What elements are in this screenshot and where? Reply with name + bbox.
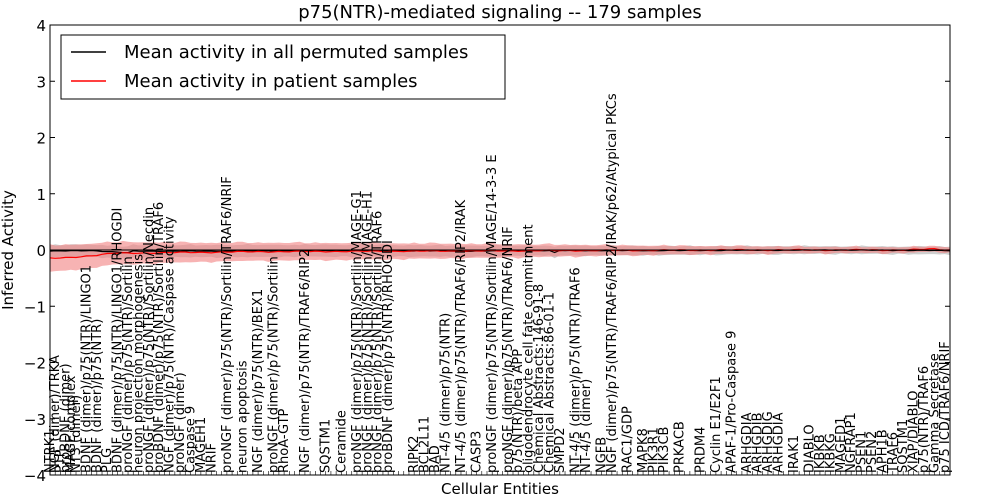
y-tick-label: −2 [24, 355, 46, 373]
entity-label: IRAK1 [787, 435, 802, 473]
entity-label: Cyclin E1/E2F1 [709, 376, 724, 473]
entity-label: PRKACB [672, 421, 687, 473]
entity-label: NGF (dimer)/TRKA [48, 355, 63, 473]
entity-label: proNGF (dimer)/p75(NTR)/Sortilin/Necdin [142, 207, 157, 473]
entity-label: NT3 (dimer) [69, 395, 84, 473]
entity-label: PRDM4 [693, 427, 708, 473]
y-tick-label: 1 [36, 186, 46, 204]
entity-label: RIPK2 [407, 435, 422, 473]
entity-label: XIAP/DIABLO [907, 390, 922, 473]
entity-label: CASP3 [470, 431, 485, 473]
entity-label: TRAF6 [886, 432, 901, 474]
entity-label: proNGF (dimer)/p75(NTR)/Sortilin/TRAF6 [371, 211, 386, 473]
entity-label: NGFRAP1 [844, 412, 859, 473]
entity-label: proNGF (dimer)/p75(NTR)/Sortilin [121, 256, 136, 473]
entity-label: MAPK8 [636, 428, 651, 473]
entity-label: MAGED1 [834, 417, 849, 473]
entity-label: proNGF (dimer)/p75(NTR)/Sortilin [267, 256, 282, 473]
entity-label: RAC1/GDP [620, 406, 635, 473]
entity-label: p75 ICD/TRAF6/NRIF [938, 341, 953, 473]
entity-label: ARHGDIG [761, 411, 776, 473]
legend-box [60, 34, 506, 100]
entity-label: p75(NTR)/beta APP [511, 349, 526, 473]
entity-label: PSEN1 [855, 431, 870, 473]
entity-label: BDNF (dimer)/p75(NTR)/LINGO1 [79, 265, 94, 473]
entity-label: PTP [53, 449, 68, 473]
entity-label: proNGF (dimer) [173, 372, 188, 473]
entity-label: RhoA-GTP [277, 408, 292, 473]
entity-label: MAGEH1 [194, 417, 209, 473]
entity-label: NT-4/5 (dimer)/p75(NTR)/TRAF6 [568, 267, 583, 473]
entity-label: BCL2L11 [418, 416, 433, 473]
entity-label: PIK3CB [657, 427, 672, 473]
entity-label: SQSTM1 [896, 419, 911, 473]
entity-label: ARHGDIA [771, 412, 786, 473]
chart-title: p75(NTR)-mediated signaling -- 179 sampl… [298, 2, 702, 23]
entity-label: IKBKB [813, 434, 828, 473]
entity-label: DIABLO [803, 424, 818, 473]
entity-label: MAGE complex [64, 375, 79, 473]
entity-label: APAF-1/Pro-Caspase 9 [725, 331, 740, 473]
entity-label: NT-4/5 (dimer) [579, 379, 594, 473]
entity-label: Gamma Secretase [927, 353, 942, 473]
entity-label: neuron apoptosis [235, 360, 250, 473]
y-axis-label: Inferred Activity [0, 190, 17, 310]
entity-label: NGFB [594, 437, 609, 473]
entity-label: NT-4/5 (dimer)/p75(NTR) [438, 313, 453, 473]
entity-label: Chemical Abstracts:146-91-8 [532, 284, 547, 473]
legend-label-permuted: Mean activity in all permuted samples [124, 42, 468, 63]
entity-label: proBDNF (dimer) [59, 363, 74, 473]
y-tick-label: −3 [24, 411, 46, 429]
entity-label: NGF (dimer)/p75(NTR)/Caspase activity [163, 216, 178, 473]
entity-label: Chemical Abstracts:86-01-1 [542, 292, 557, 473]
entity-label: proNGF (dimer)/p75(NTR)/TRAF6/NRIF [501, 226, 516, 473]
patient-band [50, 240, 950, 272]
y-tick-label: −1 [24, 298, 46, 316]
entity-label: NGF (dimer)/p75(NTR)/BEX1 [251, 289, 266, 473]
entity-label: ARHGDIA [740, 412, 755, 473]
entity-label: SQSTM1 [319, 419, 334, 473]
entity-label: IKBKG [823, 433, 838, 473]
entity-label: SMPD2 [553, 427, 568, 473]
y-tick-label: 4 [36, 17, 46, 35]
entity-label: proBDNF (dimer)/p75(NTR)/Sortilin/TRAF6 [152, 202, 167, 473]
entity-label: BAD [428, 445, 443, 473]
entity-label: NGF (dimer)/p75(NTR)/TRAF6/RIP2/IRAK/p62… [605, 93, 620, 473]
y-tick-label: −4 [24, 467, 46, 485]
entity-label: BDNF (dimer)/p75(NTR) [90, 319, 105, 473]
entity-label: NRIF [204, 443, 219, 473]
legend-label-patient: Mean activity in patient samples [124, 71, 418, 92]
entity-label: neuron projection morphogenesis [131, 254, 146, 473]
y-axis-ticks: −4 −3 −2 −1 0 1 2 3 4 [24, 17, 950, 485]
entity-label: proNGF (dimer)/p75(NTR)/Sortilin/MAGE/14… [485, 154, 500, 473]
entity-label: proBDNF (dimer)/p75(NTR)/RHOGDI [381, 240, 396, 473]
entity-label: Caspase 9 [183, 406, 198, 473]
x-axis-label: Cellular Entities [441, 480, 559, 498]
entity-label: BDNF (dimer)/p75(NTR)/LINGO1/RHOGDI [111, 208, 126, 473]
y-tick-label: 2 [36, 130, 46, 148]
entity-label: proNGF (dimer)/p75(NTR)/Sortilin/MAGE-G1 [350, 190, 365, 473]
legend: Mean activity in all permuted samples Me… [60, 34, 506, 100]
entity-label: ARHGDIB [751, 412, 766, 473]
entity-label: Ceramide [334, 410, 349, 473]
entity-label: NT-4/5 (dimer)/p75(NTR)/TRAF6/RIP2/IRAK [454, 199, 469, 473]
entity-label: PSEN2 [865, 431, 880, 473]
entity-label: APH1B [875, 429, 890, 473]
entity-label: PLG [100, 448, 115, 473]
y-tick-label: 3 [36, 73, 46, 91]
entity-label: oligodendrocyte cell fate commitment [522, 224, 537, 473]
entity-label: proNGF (dimer)/p75(NTR)/Sortilin/TRAF6/N… [220, 176, 235, 473]
entity-label: p75(NTR)/TRAF6 [917, 366, 932, 473]
y-tick-label: 0 [36, 242, 46, 260]
entity-label: PIK3R1 [646, 427, 661, 473]
entity-label: proNGF (dimer)/p75(NTR)/Sortilin/MAGE-H1 [360, 191, 375, 473]
entity-label: NGF (dimer)/p75(NTR)/TRAF6/RIP2 [298, 249, 313, 473]
